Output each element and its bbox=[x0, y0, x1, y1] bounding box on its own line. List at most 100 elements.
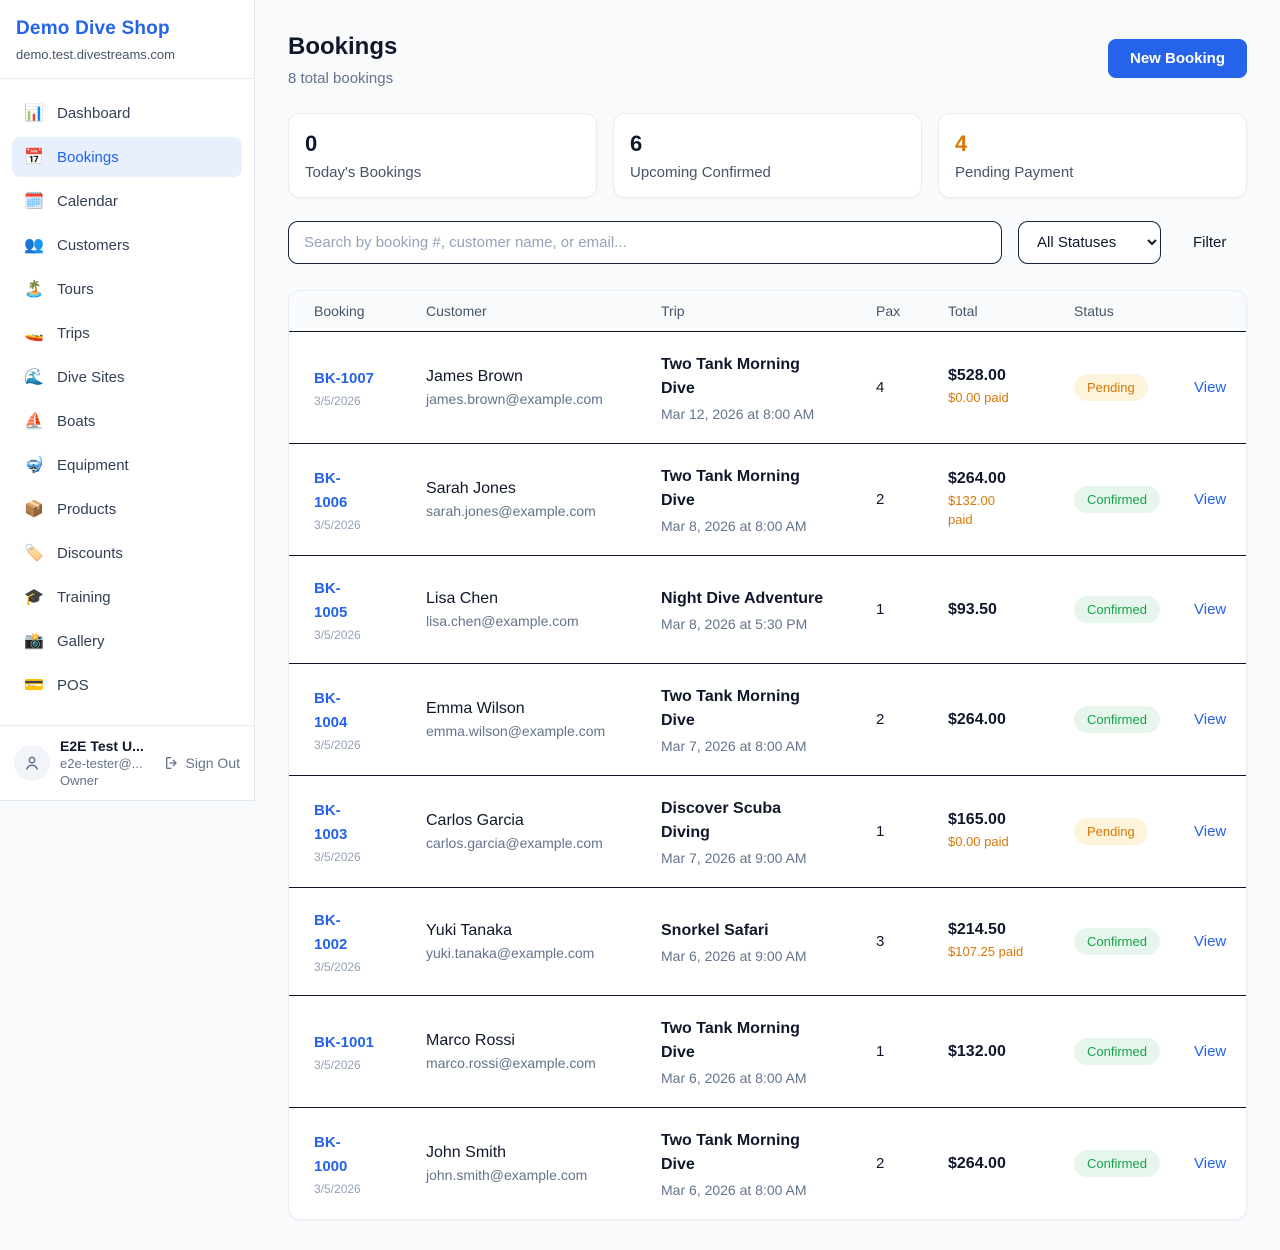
trip-datetime: Mar 12, 2026 at 8:00 AM bbox=[661, 406, 815, 422]
view-link[interactable]: View bbox=[1194, 1154, 1227, 1172]
view-link[interactable]: View bbox=[1194, 710, 1227, 728]
speedboat-icon: 🚤 bbox=[24, 325, 44, 342]
booking-cell: BK- 1000 3/5/2026 bbox=[314, 1131, 426, 1196]
sidebar-item-label: POS bbox=[57, 676, 89, 694]
actions-cell: View bbox=[1194, 1155, 1240, 1173]
customer-name: Yuki Tanaka bbox=[426, 922, 512, 939]
view-link[interactable]: View bbox=[1194, 822, 1227, 840]
status-badge: Confirmed bbox=[1074, 1038, 1160, 1065]
booking-date: 3/5/2026 bbox=[314, 1058, 361, 1072]
sidebar-item-dive-sites[interactable]: 🌊 Dive Sites bbox=[12, 357, 242, 397]
actions-cell: View bbox=[1194, 601, 1240, 619]
sign-out-button[interactable]: Sign Out bbox=[164, 755, 240, 771]
sidebar-item-label: Equipment bbox=[57, 456, 129, 474]
customer-email: carlos.garcia@example.com bbox=[426, 835, 603, 851]
customer-cell: Sarah Jones sarah.jones@example.com bbox=[426, 480, 661, 519]
booking-cell: BK-1001 3/5/2026 bbox=[314, 1031, 426, 1072]
booking-cell: BK- 1004 3/5/2026 bbox=[314, 687, 426, 752]
sidebar-item-gallery[interactable]: 📸 Gallery bbox=[12, 621, 242, 661]
actions-cell: View bbox=[1194, 379, 1240, 397]
logout-icon bbox=[165, 757, 177, 769]
view-link[interactable]: View bbox=[1194, 378, 1227, 396]
sidebar-item-calendar[interactable]: 🗓️ Calendar bbox=[12, 181, 242, 221]
column-header: Total bbox=[948, 303, 978, 319]
status-badge: Pending bbox=[1074, 374, 1148, 401]
table-row: BK-1007 3/5/2026 James Brown james.brown@ex… bbox=[289, 332, 1246, 443]
actions-cell: View bbox=[1194, 823, 1240, 841]
brand-title: Demo Dive Shop bbox=[16, 18, 170, 39]
sidebar-item-boats[interactable]: ⛵ Boats bbox=[12, 401, 242, 441]
actions-cell: View bbox=[1194, 1043, 1240, 1061]
new-booking-button[interactable]: New Booking bbox=[1107, 39, 1247, 78]
filter-button[interactable]: Filter bbox=[1193, 234, 1227, 251]
total-cell: $264.00 bbox=[948, 1155, 1074, 1173]
sidebar-item-label: Training bbox=[57, 588, 111, 606]
pax-count: 1 bbox=[876, 823, 885, 840]
sign-out-label: Sign Out bbox=[185, 755, 240, 771]
booking-id-link[interactable]: BK- 1002 bbox=[314, 912, 348, 953]
customer-email: lisa.chen@example.com bbox=[426, 613, 579, 629]
view-link[interactable]: View bbox=[1194, 600, 1227, 618]
diving-mask-icon: 🤿 bbox=[24, 457, 44, 474]
page-title: Bookings bbox=[288, 33, 398, 60]
total-cell: $132.00 bbox=[948, 1043, 1074, 1061]
trip-name: Two Tank Morning Dive bbox=[661, 1020, 800, 1061]
page-subtitle: 8 total bookings bbox=[288, 70, 394, 87]
total-amount: $264.00 bbox=[948, 1154, 1006, 1172]
sidebar-item-discounts[interactable]: 🏷️ Discounts bbox=[12, 533, 242, 573]
table-row: BK- 1005 3/5/2026 Lisa Chen lisa.chen@examp… bbox=[289, 555, 1246, 663]
sidebar-item-products[interactable]: 📦 Products bbox=[12, 489, 242, 529]
status-filter-select[interactable]: All Statuses bbox=[1018, 221, 1161, 264]
booking-id-link[interactable]: BK-1007 bbox=[314, 370, 375, 387]
search-input[interactable] bbox=[288, 221, 1002, 264]
trip-cell: Two Tank Morning Dive Mar 12, 2026 at 8:0… bbox=[661, 353, 876, 422]
booking-date: 3/5/2026 bbox=[314, 628, 361, 642]
trip-name: Snorkel Safari bbox=[661, 922, 769, 939]
spiral-calendar-icon: 🗓️ bbox=[24, 193, 44, 210]
booking-id-link[interactable]: BK-1001 bbox=[314, 1034, 375, 1051]
status-cell: Pending bbox=[1074, 374, 1194, 401]
booking-id-link[interactable]: BK- 1004 bbox=[314, 690, 348, 731]
people-icon: 👥 bbox=[24, 237, 44, 254]
booking-id-link[interactable]: BK- 1005 bbox=[314, 580, 348, 621]
booking-cell: BK- 1003 3/5/2026 bbox=[314, 799, 426, 864]
trip-datetime: Mar 6, 2026 at 8:00 AM bbox=[661, 1070, 807, 1086]
sidebar-item-equipment[interactable]: 🤿 Equipment bbox=[12, 445, 242, 485]
trip-cell: Snorkel Safari Mar 6, 2026 at 9:00 AM bbox=[661, 919, 876, 964]
customer-cell: Lisa Chen lisa.chen@example.com bbox=[426, 590, 661, 629]
trip-datetime: Mar 6, 2026 at 8:00 AM bbox=[661, 1182, 807, 1198]
user-email: e2e-tester@... bbox=[60, 756, 143, 771]
column-header: Status bbox=[1074, 303, 1114, 319]
table-row: BK- 1004 3/5/2026 Emma Wilson emma.wilson@e… bbox=[289, 663, 1246, 775]
sidebar-item-trips[interactable]: 🚤 Trips bbox=[12, 313, 242, 353]
sidebar-item-customers[interactable]: 👥 Customers bbox=[12, 225, 242, 265]
table-row: BK- 1006 3/5/2026 Sarah Jones sarah.jones@e… bbox=[289, 443, 1246, 555]
sidebar-item-label: Dashboard bbox=[57, 104, 131, 122]
booking-id-link[interactable]: BK- 1000 bbox=[314, 1134, 348, 1175]
view-link[interactable]: View bbox=[1194, 490, 1227, 508]
paid-amount: $0.00 paid bbox=[948, 390, 1009, 406]
status-cell: Confirmed bbox=[1074, 928, 1194, 955]
avatar bbox=[14, 745, 50, 781]
sidebar-item-tours[interactable]: 🏝️ Tours bbox=[12, 269, 242, 309]
sidebar-item-pos[interactable]: 💳 POS bbox=[12, 665, 242, 705]
pax-count: 2 bbox=[876, 491, 885, 508]
sidebar-item-bookings[interactable]: 📅 Bookings bbox=[12, 137, 242, 177]
customer-cell: James Brown james.brown@example.com bbox=[426, 368, 661, 407]
trip-datetime: Mar 8, 2026 at 5:30 PM bbox=[661, 616, 808, 632]
view-link[interactable]: View bbox=[1194, 932, 1227, 950]
view-link[interactable]: View bbox=[1194, 1042, 1227, 1060]
booking-id-link[interactable]: BK- 1003 bbox=[314, 802, 348, 843]
sidebar-item-dashboard[interactable]: 📊 Dashboard bbox=[12, 93, 242, 133]
sidebar-item-training[interactable]: 🎓 Training bbox=[12, 577, 242, 617]
trip-cell: Two Tank Morning Dive Mar 8, 2026 at 8:00… bbox=[661, 465, 876, 534]
actions-cell: View bbox=[1194, 711, 1240, 729]
total-amount: $132.00 bbox=[948, 1042, 1006, 1060]
stat-label: Today's Bookings bbox=[305, 164, 422, 181]
booking-id-link[interactable]: BK- 1006 bbox=[314, 470, 348, 511]
stats-row: 0 Today's Bookings 6 Upcoming Confirmed 4 Pen… bbox=[288, 113, 1247, 198]
customer-email: emma.wilson@example.com bbox=[426, 723, 606, 739]
column-header: Pax bbox=[876, 303, 901, 319]
total-amount: $528.00 bbox=[948, 367, 1006, 385]
stat-value: 4 bbox=[955, 131, 968, 156]
